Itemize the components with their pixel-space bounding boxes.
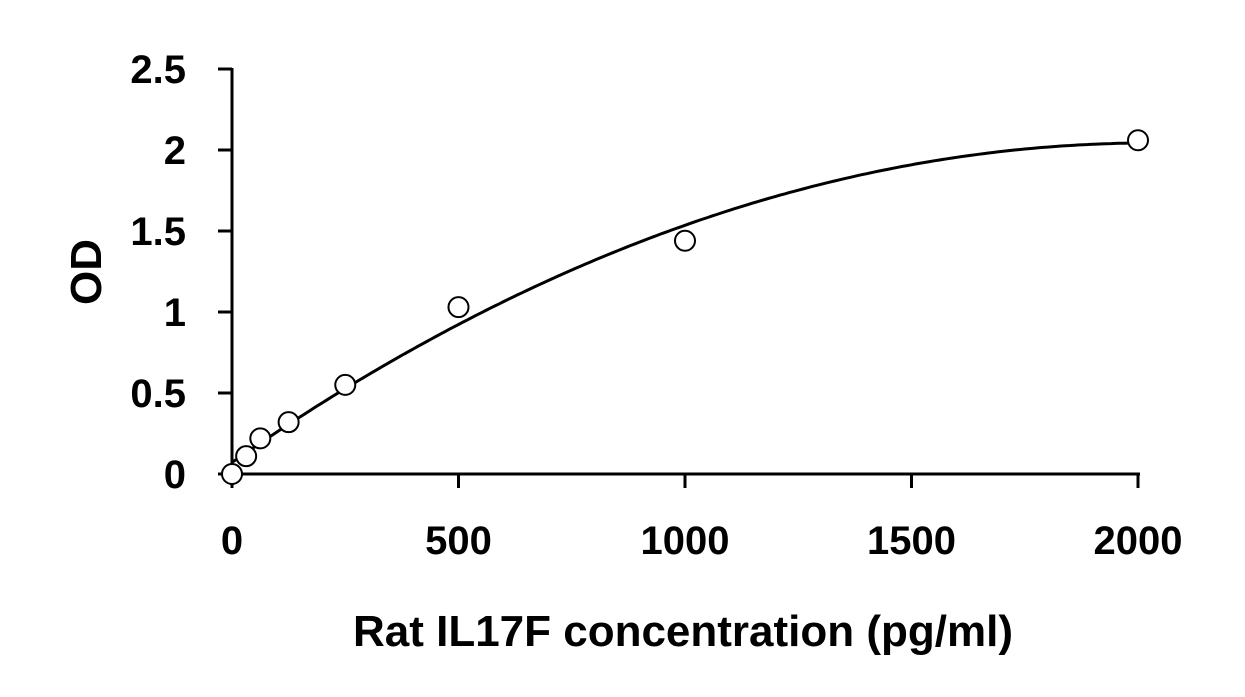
y-tick-label-1: 0.5 (130, 372, 186, 416)
data-point-1 (235, 445, 258, 468)
data-point-3 (277, 411, 300, 434)
fit-curve (231, 141, 1139, 464)
data-points-layer (221, 129, 1149, 485)
y-tick-label-3: 1.5 (130, 210, 186, 254)
data-point-0 (221, 463, 243, 485)
data-point-2 (249, 427, 272, 450)
x-tick-label-4: 2000 (1094, 519, 1183, 563)
fit-curve-layer (231, 141, 1139, 464)
y-tick-label-2: 1 (164, 291, 186, 335)
y-tick-label-5: 2.5 (130, 48, 186, 92)
data-point-5 (447, 296, 470, 319)
data-point-6 (674, 229, 696, 252)
axes (218, 67, 1140, 488)
x-tick-label-1: 500 (425, 519, 492, 563)
y-axis-title: OD (62, 239, 111, 305)
x-tick-label-3: 1500 (867, 519, 956, 563)
y-tick-label-0: 0 (164, 453, 186, 497)
axis-labels-layer: 0 0.5 1 1.5 2 2.5 0 500 1000 1500 2000 (130, 48, 1182, 563)
data-point-7 (1127, 129, 1149, 152)
x-tick-label-2: 1000 (641, 519, 730, 563)
x-tick-label-0: 0 (221, 519, 243, 563)
data-point-4 (334, 373, 357, 396)
y-tick-label-4: 2 (164, 129, 186, 173)
x-axis-title: Rat IL17F concentration (pg/ml) (353, 607, 1013, 656)
